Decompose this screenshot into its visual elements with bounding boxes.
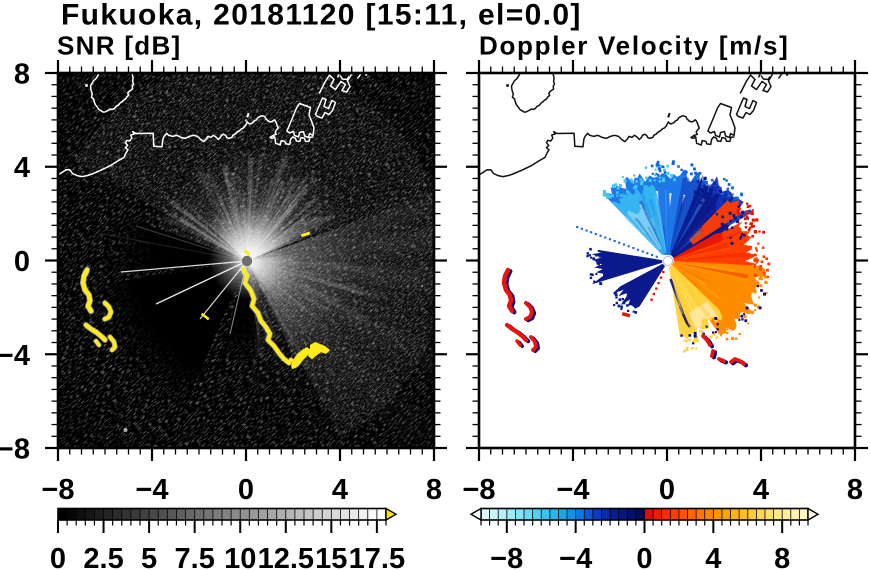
svg-text:8: 8 (426, 474, 442, 506)
svg-text:10: 10 (224, 543, 256, 570)
svg-text:12.5: 12.5 (258, 543, 314, 570)
svg-text:8: 8 (774, 543, 790, 570)
svg-text:−8: −8 (490, 543, 523, 570)
svg-text:15: 15 (315, 543, 347, 570)
svg-text:−4: −4 (135, 474, 168, 506)
svg-text:0: 0 (659, 474, 675, 506)
svg-text:4: 4 (332, 474, 348, 506)
svg-text:0: 0 (50, 543, 66, 570)
svg-text:−8: −8 (0, 434, 30, 466)
svg-text:−4: −4 (0, 340, 30, 372)
svg-text:Doppler Velocity [m/s]: Doppler Velocity [m/s] (479, 31, 789, 61)
svg-text:2.5: 2.5 (83, 543, 123, 570)
svg-text:−8: −8 (462, 474, 495, 506)
svg-text:17.5: 17.5 (349, 543, 405, 570)
svg-text:SNR [dB]: SNR [dB] (57, 31, 182, 61)
svg-text:Fukuoka, 20181120 [15:11, el=0: Fukuoka, 20181120 [15:11, el=0.0] (61, 0, 582, 32)
svg-text:8: 8 (14, 59, 30, 91)
svg-text:−8: −8 (41, 474, 74, 506)
svg-text:8: 8 (847, 474, 863, 506)
svg-text:−4: −4 (559, 543, 592, 570)
svg-text:5: 5 (141, 543, 157, 570)
svg-text:−4: −4 (556, 474, 589, 506)
svg-text:4: 4 (705, 543, 721, 570)
svg-text:4: 4 (14, 152, 30, 184)
svg-text:0: 0 (636, 543, 652, 570)
svg-text:0: 0 (238, 474, 254, 506)
svg-text:0: 0 (14, 246, 30, 278)
svg-text:7.5: 7.5 (175, 543, 215, 570)
svg-text:4: 4 (753, 474, 769, 506)
